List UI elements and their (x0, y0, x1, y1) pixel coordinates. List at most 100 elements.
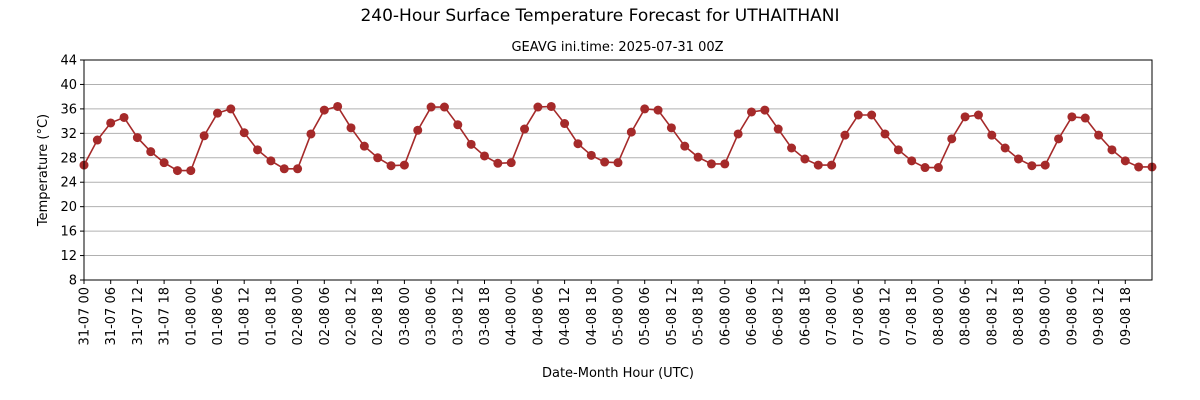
x-tick-label: 08-08 06 (959, 287, 974, 345)
data-point (520, 124, 530, 134)
data-point (626, 127, 636, 137)
x-tick-label: 09-08 00 (1039, 287, 1054, 345)
y-tick-label: 12 (60, 249, 77, 264)
data-point (426, 102, 436, 112)
data-point (1014, 154, 1023, 164)
temperature-series (79, 101, 1157, 176)
x-tick-label: 06-08 12 (772, 287, 787, 345)
data-point (453, 120, 463, 130)
data-point (172, 166, 182, 176)
data-point (266, 156, 276, 166)
y-tick-label: 44 (60, 54, 77, 69)
chart-subtitle: GEAVG ini.time: 2025-07-31 00Z (511, 40, 724, 55)
data-point (706, 159, 716, 169)
data-point (733, 129, 743, 139)
x-tick-label: 05-08 18 (692, 287, 707, 345)
data-point (680, 141, 690, 151)
data-point (159, 158, 169, 168)
data-point (747, 107, 756, 117)
data-point (546, 101, 556, 111)
x-axis-label: Date-Month Hour (UTC) (542, 366, 694, 381)
data-point (346, 123, 356, 133)
x-tick-label: 04-08 00 (505, 287, 520, 345)
x-tick-label: 07-08 12 (879, 287, 894, 345)
data-point (613, 158, 623, 168)
data-point (987, 130, 997, 140)
y-tick-label: 36 (60, 102, 77, 117)
data-point (119, 112, 129, 122)
data-point (666, 123, 676, 133)
data-point (1107, 145, 1117, 155)
x-tick-label: 04-08 18 (585, 287, 600, 345)
data-point (853, 110, 863, 120)
data-point (439, 102, 449, 112)
y-tick-label: 28 (60, 151, 77, 166)
data-point (1134, 162, 1144, 172)
y-tick-label: 16 (60, 225, 77, 240)
y-tick-label: 8 (69, 274, 77, 289)
data-point (333, 101, 343, 111)
chart-title: 240-Hour Surface Temperature Forecast fo… (360, 6, 840, 26)
data-point (373, 153, 383, 163)
data-point (253, 145, 263, 155)
x-tick-label: 05-08 12 (665, 287, 680, 345)
data-point (1080, 113, 1090, 123)
data-point (1040, 160, 1050, 170)
y-tick-label: 40 (60, 78, 77, 93)
data-point (800, 154, 810, 164)
x-tick-label: 06-08 06 (745, 287, 760, 345)
data-point (466, 139, 476, 149)
data-point (319, 105, 329, 115)
x-tick-label: 01-08 00 (184, 287, 199, 345)
data-point (893, 145, 903, 155)
data-point (226, 104, 236, 114)
data-point (413, 125, 423, 135)
x-tick-label: 03-08 00 (398, 287, 413, 345)
data-point (213, 108, 222, 118)
data-point (386, 161, 396, 171)
x-tick-label: 07-08 00 (825, 287, 840, 345)
data-point (760, 105, 770, 115)
x-tick-label: 02-08 18 (371, 287, 386, 345)
data-point (279, 164, 289, 174)
data-point (106, 118, 116, 128)
x-tick-label: 02-08 00 (291, 287, 306, 345)
data-point (653, 105, 663, 115)
x-tick-label: 06-08 18 (798, 287, 813, 345)
data-point (586, 150, 596, 160)
data-point (306, 129, 316, 139)
x-tick-label: 09-08 06 (1065, 287, 1080, 345)
x-axis: 31-07 00 31-07 06 31-07 12 31-07 18 01-08 00… (78, 280, 1134, 345)
data-point (480, 151, 489, 161)
x-tick-label: 31-07 00 (78, 287, 93, 345)
data-point (399, 160, 409, 170)
data-point (359, 141, 369, 151)
data-point (787, 143, 797, 153)
data-point (840, 130, 850, 140)
data-point (506, 158, 516, 168)
data-point (1067, 112, 1077, 122)
data-point (813, 160, 823, 170)
x-tick-label: 03-08 06 (425, 287, 440, 345)
x-tick-label: 01-08 12 (238, 287, 253, 345)
data-point (293, 164, 303, 174)
data-point (132, 133, 142, 143)
x-tick-label: 04-08 06 (531, 287, 546, 345)
x-tick-label: 01-08 06 (211, 287, 226, 345)
data-point (867, 110, 877, 120)
data-point (1120, 156, 1130, 166)
data-point (960, 112, 970, 122)
data-point (560, 119, 570, 129)
x-tick-label: 05-08 06 (638, 287, 653, 345)
data-point (640, 104, 650, 114)
data-point (146, 147, 156, 157)
data-point (773, 124, 783, 134)
x-tick-label: 09-08 12 (1092, 287, 1107, 345)
data-point (920, 163, 930, 173)
y-tick-label: 32 (60, 127, 77, 142)
x-tick-label: 08-08 12 (985, 287, 1000, 345)
x-tick-label: 31-07 12 (131, 287, 146, 345)
x-tick-label: 31-07 06 (104, 287, 119, 345)
data-point (186, 166, 196, 176)
